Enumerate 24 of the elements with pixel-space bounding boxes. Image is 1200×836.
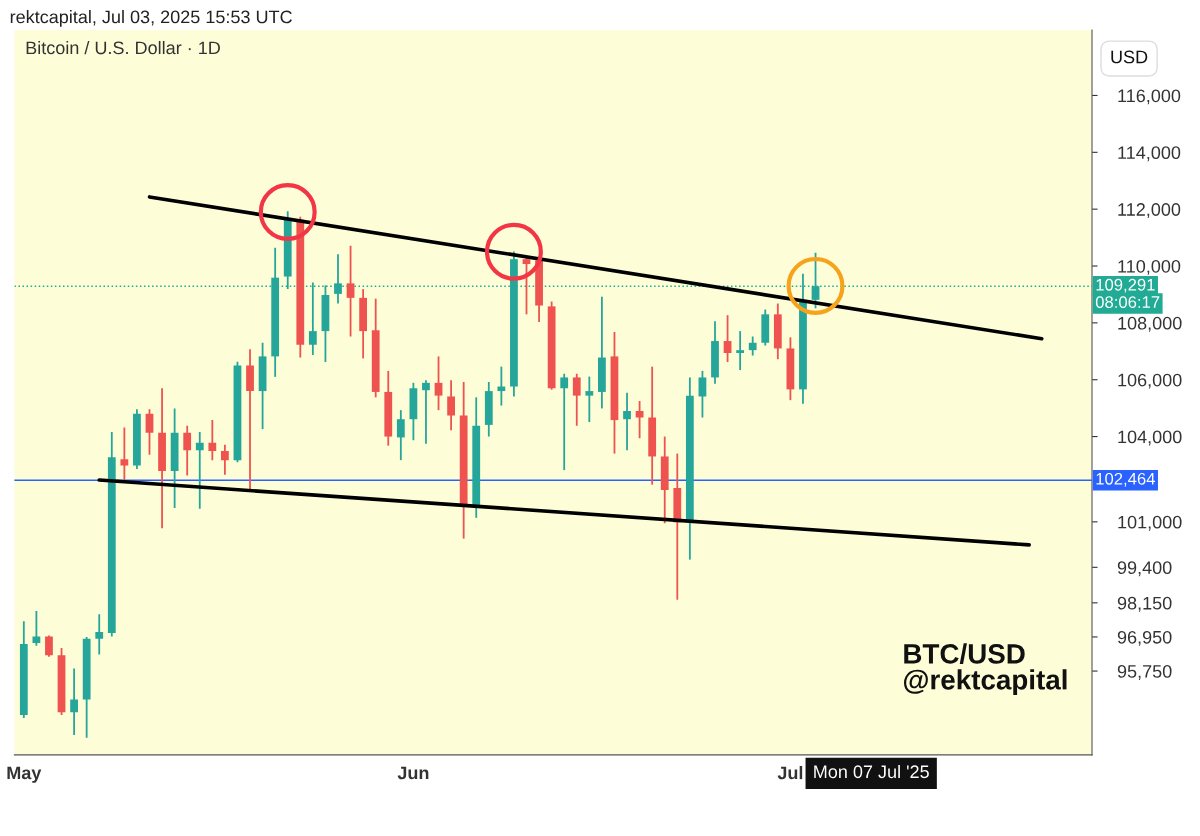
y-tick-label: 106,000 — [1118, 373, 1182, 389]
ref-line-label: 102,464 — [1096, 472, 1155, 487]
text: rektcapital, Jul 03, 2025 15:53 UTC — [10, 10, 292, 27]
y-tick-label: 98,150 — [1117, 596, 1172, 612]
y-tick-label: 110,000 — [1118, 259, 1181, 275]
x-tick-label: Jun — [397, 766, 429, 780]
ref-line-label: 109,291 — [1096, 278, 1155, 293]
annotation: BTC/USD — [904, 643, 1025, 664]
y-tick-label: 95,750 — [1117, 664, 1172, 680]
text: USD — [1111, 50, 1148, 64]
x-tick-label: Jul — [777, 766, 803, 780]
y-tick-label: 108,000 — [1118, 316, 1182, 332]
x-tick-label: May — [7, 766, 42, 783]
y-tick-label: 114,000 — [1118, 146, 1181, 162]
y-tick-label: 101,000 — [1118, 515, 1182, 531]
y-tick-label: 104,000 — [1118, 430, 1182, 446]
y-tick-label: 112,000 — [1118, 203, 1181, 219]
y-tick-label: 96,950 — [1117, 630, 1172, 646]
y-tick-label: 99,400 — [1117, 561, 1172, 577]
y-tick-label: 116,000 — [1118, 89, 1181, 105]
annotation: @rektcapital — [903, 669, 1067, 696]
chart-title: Bitcoin / U.S. Dollar · 1D — [26, 40, 220, 55]
text: 08:06:17 — [1095, 296, 1160, 308]
text: Mon 07 Jul '25 — [814, 764, 929, 779]
